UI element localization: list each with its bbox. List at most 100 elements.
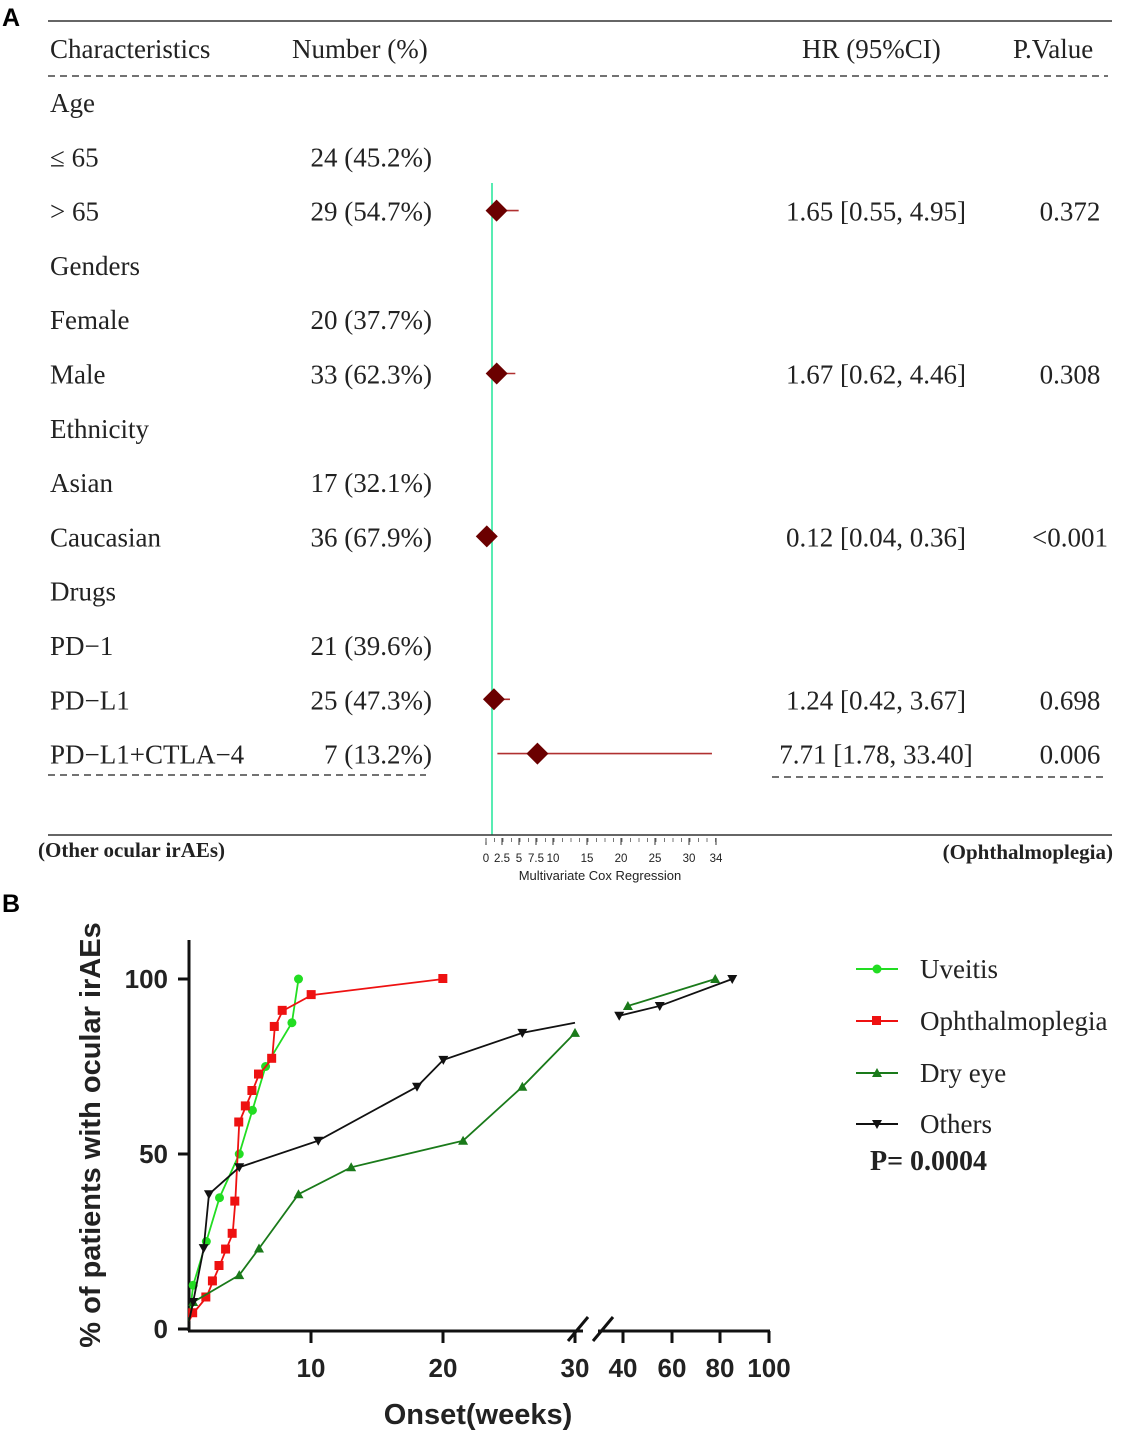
x-tick-label: 60 <box>658 1353 687 1383</box>
row-p-value: 0.006 <box>1040 740 1101 770</box>
data-point <box>287 1018 297 1028</box>
row-number: 36 (67.9%) <box>311 522 432 552</box>
row-number: 29 (54.7%) <box>311 197 432 227</box>
data-point <box>267 1053 277 1063</box>
data-point <box>227 1228 237 1238</box>
data-point <box>872 964 882 974</box>
forest-tick-label: 34 <box>710 853 723 865</box>
forest-tick-label: 25 <box>649 853 662 865</box>
line-chart-series <box>188 974 738 1322</box>
data-point <box>654 1001 665 1011</box>
data-point <box>458 1135 469 1145</box>
row-hr-ci: 1.65 [0.55, 4.95] <box>786 197 966 227</box>
series-line <box>618 978 733 1017</box>
cumulative-incidence-panel: B % of patients with ocular irAEs Onset(… <box>2 890 1107 1431</box>
series-dry-eye <box>188 974 721 1322</box>
row-number: 24 (45.2%) <box>311 142 432 172</box>
data-point <box>306 990 316 1000</box>
data-point <box>188 1308 198 1318</box>
data-point <box>872 1016 881 1025</box>
data-point <box>294 974 303 984</box>
forest-tick-label: 0 <box>483 853 489 865</box>
data-point <box>234 1117 244 1127</box>
row-characteristic: ≤ 65 <box>50 142 99 172</box>
forest-tick-label: 10 <box>547 853 560 865</box>
series-line <box>188 978 444 1322</box>
left-favors-label: (Other ocular irAEs) <box>38 838 225 862</box>
row-characteristic: Asian <box>50 468 113 498</box>
data-point <box>614 1011 625 1021</box>
header-pvalue: P.Value <box>1013 34 1093 64</box>
right-favors-label: (Ophthalmoplegia) <box>943 840 1113 864</box>
hr-marker <box>526 742 549 765</box>
y-axis-title: % of patients with ocular irAEs <box>75 922 107 1347</box>
row-characteristic: Female <box>50 305 129 335</box>
legend-label: Ophthalmoplegia <box>920 1006 1107 1036</box>
row-p-value: 0.308 <box>1040 360 1101 390</box>
data-point <box>622 1000 633 1010</box>
row-characteristic: PD−L1+CTLA−4 <box>50 740 245 770</box>
y-tick-label: 50 <box>139 1139 168 1169</box>
legend: Uveitis Ophthalmoplegia Dry eye Others <box>856 954 1107 1139</box>
data-point <box>234 1270 245 1280</box>
row-number: 25 (47.3%) <box>311 685 432 715</box>
panel-label-b: B <box>2 890 20 918</box>
series-line <box>188 1032 576 1322</box>
row-characteristic: PD−L1 <box>50 685 130 715</box>
forest-rows: Age ≤ 65 24 (45.2%) > 65 29 (54.7%) 1.65 [0.5… <box>50 88 1108 770</box>
row-hr-ci: 0.12 [0.04, 0.36] <box>786 522 966 552</box>
forest-tick-label: 5 <box>516 853 522 865</box>
y-tick-label: 100 <box>125 964 168 994</box>
row-hr-ci: 7.71 [1.78, 33.40] <box>779 740 972 770</box>
data-point <box>221 1244 231 1254</box>
row-p-value: 0.372 <box>1040 197 1101 227</box>
data-point <box>234 1149 244 1159</box>
data-point <box>215 1193 224 1203</box>
forest-tick-label: 20 <box>615 853 628 865</box>
data-point <box>293 1189 304 1199</box>
data-point <box>247 1086 257 1095</box>
forest-plot-panel: A Characteristics Number (%) HR (95%CI) … <box>2 4 1113 883</box>
row-characteristic: > 65 <box>50 197 99 227</box>
legend-label: Uveitis <box>920 954 998 984</box>
data-point <box>230 1196 240 1206</box>
row-hr-ci: 1.24 [0.42, 3.67] <box>786 685 966 715</box>
data-point <box>203 1190 214 1200</box>
axis-break-mark <box>591 1316 615 1342</box>
forest-axis-title: Multivariate Cox Regression <box>519 868 682 883</box>
data-point <box>277 1005 287 1015</box>
series-ophthalmoplegia <box>188 974 448 1322</box>
hr-marker <box>475 525 498 548</box>
header-hr: HR (95%CI) <box>802 34 941 64</box>
data-point <box>207 1276 217 1286</box>
data-point <box>313 1136 324 1146</box>
p-value-label: P= 0.0004 <box>870 1146 987 1177</box>
forest-marks <box>475 199 712 765</box>
data-point <box>198 1244 209 1254</box>
x-tick-label: 40 <box>609 1353 638 1383</box>
data-point <box>727 975 738 984</box>
data-point <box>188 1298 199 1308</box>
series-line <box>627 978 716 1007</box>
data-point <box>214 1261 224 1270</box>
row-p-value: 0.698 <box>1040 685 1101 715</box>
forest-tick-label: 2.5 <box>494 853 510 865</box>
data-point <box>412 1082 422 1092</box>
legend-label: Dry eye <box>920 1058 1006 1088</box>
line-chart-axes: 0 50 100 10 20 30 40 60 80 100 <box>125 940 791 1383</box>
data-point <box>269 1021 279 1031</box>
header-characteristics: Characteristics <box>50 34 210 64</box>
row-number: 20 (37.7%) <box>311 305 432 335</box>
row-hr-ci: 1.67 [0.62, 4.46] <box>786 360 966 390</box>
data-point <box>872 1068 882 1077</box>
series-others <box>188 975 738 1322</box>
data-point <box>872 1120 882 1129</box>
hr-marker <box>482 688 505 711</box>
hr-marker <box>485 362 508 385</box>
legend-label: Others <box>920 1109 992 1139</box>
x-tick-label: 10 <box>297 1353 326 1383</box>
row-number: 17 (32.1%) <box>311 468 432 498</box>
data-point <box>201 1292 211 1302</box>
row-characteristic: PD−1 <box>50 631 113 661</box>
